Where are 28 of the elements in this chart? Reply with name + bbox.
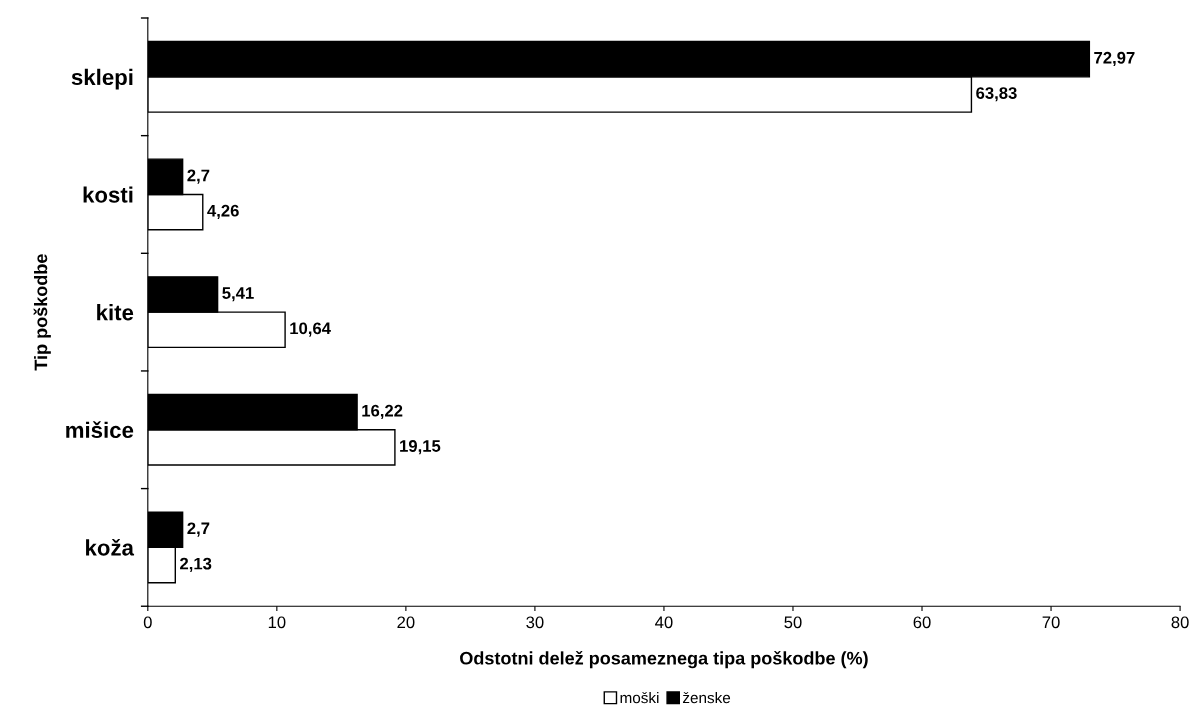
data-label: 4,26	[207, 204, 239, 220]
y-tick-label: kosti	[83, 186, 133, 203]
data-label: 2,7	[187, 169, 210, 184]
x-tick-label: 70	[1042, 616, 1060, 629]
data-label: 2,7	[187, 522, 210, 537]
y-tick-label: koža	[86, 538, 135, 556]
x-axis-title: Odstotni delež posameznega tipa poškodbe (%)	[460, 650, 868, 669]
x-tick-label: 40	[655, 616, 673, 629]
x-tick-label: 0	[143, 616, 152, 629]
legend-label: ženske	[682, 691, 731, 704]
y-tick-label: mišice	[66, 421, 134, 439]
x-tick-label: 60	[913, 616, 931, 629]
data-label: 5,41	[222, 287, 254, 302]
data-label: 10,64	[290, 322, 331, 337]
data-label: 19,15	[400, 440, 441, 455]
data-label: 2,13	[180, 557, 212, 572]
legend-label: moški	[620, 691, 659, 704]
y-axis-title: Tip poškodbe	[33, 254, 51, 371]
data-label: 63,83	[976, 87, 1017, 102]
x-tick-label: 30	[526, 616, 544, 629]
x-tick-label: 20	[397, 616, 415, 629]
y-tick-label: kite	[97, 304, 134, 321]
data-label: 72,97	[1094, 51, 1135, 67]
y-tick-label: sklepi	[71, 68, 133, 90]
x-tick-label: 10	[268, 616, 286, 629]
x-tick-label: 80	[1171, 616, 1189, 629]
x-tick-label: 50	[784, 616, 802, 629]
data-label: 16,22	[362, 404, 403, 420]
